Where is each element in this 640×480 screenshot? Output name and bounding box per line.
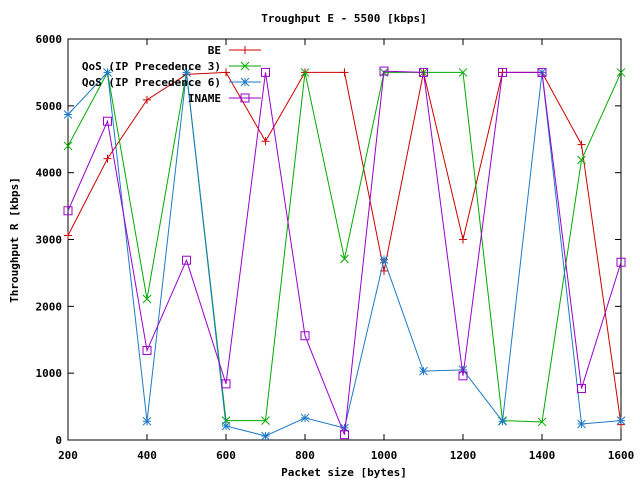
data-point	[221, 421, 231, 431]
series-line-3	[67, 71, 622, 437]
data-point	[261, 416, 270, 425]
data-point	[300, 68, 310, 77]
x-tick-label: 1600	[608, 449, 635, 462]
data-point	[537, 67, 547, 77]
chart-title: Troughput E - 5500 [kbps]	[261, 12, 427, 25]
x-axis-label: Packet size [bytes]	[281, 466, 407, 479]
x-tick-label: 200	[58, 449, 78, 462]
series-layer	[63, 66, 626, 441]
data-point	[222, 68, 230, 77]
y-tick-label: 2000	[36, 300, 63, 313]
data-point	[340, 254, 349, 264]
data-point	[458, 371, 468, 381]
legend-label: BE	[208, 44, 221, 57]
data-point	[379, 255, 389, 264]
data-point	[616, 68, 626, 77]
axis-ticks: 200 400 600 800 1000 1200 1400 1600 0 1000 2000 300…	[36, 33, 635, 462]
data-point	[142, 294, 152, 304]
data-point	[63, 206, 73, 216]
legend-label: QoS (IP Precedence 6)	[82, 76, 221, 89]
x-tick-label: 1200	[450, 449, 477, 462]
data-point	[64, 231, 72, 240]
data-point	[261, 431, 270, 441]
data-point	[142, 416, 152, 426]
data-point	[616, 257, 626, 267]
data-point	[498, 416, 507, 426]
data-point	[616, 416, 626, 425]
data-point	[63, 110, 73, 119]
data-point	[182, 68, 191, 77]
data-point	[537, 417, 547, 427]
data-point	[458, 365, 468, 375]
data-point	[498, 67, 507, 77]
data-point	[300, 331, 310, 341]
legend-marker	[240, 61, 250, 71]
x-tick-label: 800	[295, 449, 315, 462]
data-point	[221, 379, 231, 389]
y-tick-label: 1000	[36, 367, 63, 380]
y-tick-label: 4000	[36, 167, 63, 180]
legend: BE QoS (IP Precedence 3) QoS (IP Precedenc…	[82, 44, 261, 105]
data-point	[458, 68, 468, 77]
y-tick-label: 0	[55, 434, 62, 447]
data-point	[103, 116, 112, 126]
legend-marker	[240, 93, 250, 103]
x-tick-label: 1000	[371, 449, 398, 462]
y-axis-label: Throughput R [kbps]	[8, 177, 21, 303]
data-point	[577, 419, 586, 429]
series-line-1	[67, 71, 622, 425]
series-line-4	[67, 70, 622, 435]
data-point	[182, 255, 191, 265]
data-point	[577, 384, 586, 394]
data-point	[340, 68, 349, 77]
data-point	[419, 366, 428, 376]
data-point	[103, 68, 112, 77]
data-point	[340, 430, 349, 440]
data-point	[577, 140, 586, 149]
data-point	[103, 154, 112, 163]
data-point	[261, 67, 270, 77]
legend-label: INAME	[188, 92, 221, 105]
data-point	[143, 95, 151, 104]
data-point	[419, 67, 428, 77]
data-point	[142, 345, 152, 355]
legend-marker	[241, 46, 249, 54]
data-point	[379, 66, 389, 76]
x-tick-label: 600	[216, 449, 236, 462]
x-tick-label: 400	[137, 449, 157, 462]
y-tick-label: 6000	[36, 33, 63, 46]
data-point	[63, 141, 73, 151]
legend-marker	[240, 77, 250, 87]
data-point	[459, 235, 467, 244]
y-tick-label: 5000	[36, 100, 63, 113]
y-tick-label: 3000	[36, 234, 63, 247]
data-point	[300, 413, 310, 423]
series-line-2	[67, 70, 622, 423]
x-tick-label: 1400	[529, 449, 556, 462]
plot-frame	[67, 38, 622, 441]
data-point	[577, 155, 586, 165]
data-point	[261, 137, 270, 146]
legend-label: QoS (IP Precedence 3)	[82, 60, 221, 73]
